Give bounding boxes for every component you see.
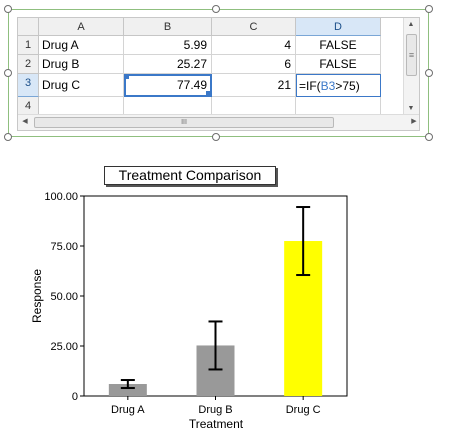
spreadsheet-grid[interactable]: A B C D 1 Drug A 5.99 4 FALSE 2 Drug B 2… <box>17 17 420 131</box>
formula-cell-reference: B3 <box>320 79 336 93</box>
formula-prefix: =IF( <box>299 79 321 93</box>
resize-handle-top[interactable] <box>212 5 220 13</box>
y-tick-label: 75.00 <box>50 241 78 253</box>
chart-title: Treatment Comparison <box>104 166 276 185</box>
column-header-a[interactable]: A <box>39 18 124 36</box>
cell-c2[interactable]: 6 <box>212 55 296 74</box>
grip-lines-icon: ≡ <box>408 50 415 60</box>
resize-handle-bottom[interactable] <box>212 133 220 141</box>
row-header-1[interactable]: 1 <box>18 36 39 55</box>
y-tick-label: 0 <box>72 391 78 403</box>
select-all-corner[interactable] <box>18 18 39 36</box>
cell-d2[interactable]: FALSE <box>296 55 381 74</box>
x-tick-label: Drug C <box>286 404 321 416</box>
vertical-scrollbar[interactable]: ▲ ≡ ▼ <box>403 18 419 116</box>
y-axis-label: Response <box>30 269 44 323</box>
cell-b3-value: 77.49 <box>176 78 207 92</box>
cell-b1[interactable]: 5.99 <box>124 36 212 55</box>
resize-handle-top-right[interactable] <box>425 5 433 13</box>
scroll-right-arrow-icon[interactable]: ▶ <box>411 118 417 125</box>
bar-drug-a <box>108 384 147 396</box>
plot-area <box>83 195 348 397</box>
x-axis-label: Treatment <box>189 417 244 431</box>
resize-handle-right[interactable] <box>425 69 433 77</box>
scroll-up-arrow-icon[interactable]: ▲ <box>407 21 415 28</box>
cell-a3[interactable]: Drug C <box>39 74 124 97</box>
resize-handle-bottom-right[interactable] <box>425 133 433 141</box>
vertical-scroll-thumb[interactable]: ≡ <box>406 34 417 76</box>
resize-handle-left[interactable] <box>4 69 12 77</box>
x-tick-label: Drug B <box>198 404 232 416</box>
horizontal-scroll-thumb[interactable]: III <box>34 117 334 128</box>
cell-a1[interactable]: Drug A <box>39 36 124 55</box>
column-header-b[interactable]: B <box>124 18 212 36</box>
scroll-left-arrow-icon[interactable]: ◀ <box>22 118 28 125</box>
resize-handle-bottom-left[interactable] <box>4 133 12 141</box>
y-tick-label: 50.00 <box>50 291 78 303</box>
x-tick-label: Drug A <box>111 404 145 416</box>
column-header-c[interactable]: C <box>212 18 296 36</box>
cell-c3[interactable]: 21 <box>212 74 296 97</box>
scroll-down-arrow-icon[interactable]: ▼ <box>407 105 415 112</box>
row-header-3[interactable]: 3 <box>18 74 39 97</box>
selection-grip-bottom-right[interactable] <box>206 91 211 96</box>
selection-grip-top-left[interactable] <box>124 74 129 79</box>
resize-handle-top-left[interactable] <box>4 5 12 13</box>
bar-drug-c <box>284 241 323 396</box>
cell-b2[interactable]: 25.27 <box>124 55 212 74</box>
cell-c1[interactable]: 4 <box>212 36 296 55</box>
column-header-d[interactable]: D <box>296 18 381 36</box>
y-tick-label: 25.00 <box>50 341 78 353</box>
row-header-2[interactable]: 2 <box>18 55 39 74</box>
cell-a2[interactable]: Drug B <box>39 55 124 74</box>
y-tick-label: 100.00 <box>44 191 78 203</box>
cell-d3-editing[interactable]: =IF(B3>75) <box>296 74 381 97</box>
formula-suffix: >75) <box>335 79 360 93</box>
bar-drug-b <box>196 345 235 396</box>
horizontal-scrollbar[interactable]: ◀ III ▶ <box>18 114 419 130</box>
cell-d1[interactable]: FALSE <box>296 36 381 55</box>
cell-b3-selected[interactable]: 77.49 <box>124 74 212 97</box>
